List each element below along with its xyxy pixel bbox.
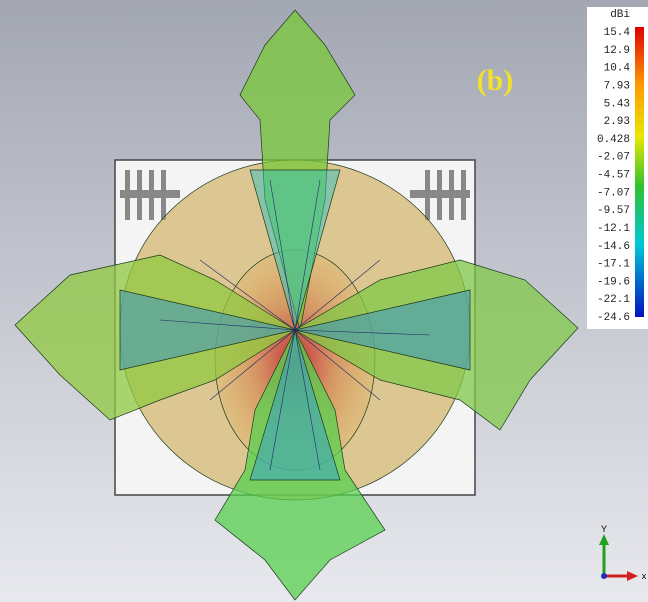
colorbar-tick-label: -2.07 bbox=[597, 152, 630, 164]
colorbar-tick-label: -12.1 bbox=[597, 223, 630, 235]
x-axis-label: x bbox=[642, 571, 647, 581]
colorbar-tick-label: -17.1 bbox=[597, 259, 630, 271]
colorbar-tick-label: -24.6 bbox=[597, 312, 630, 324]
colorbar-unit: dBi bbox=[610, 9, 630, 21]
colorbar-tick-label: 10.4 bbox=[604, 63, 631, 75]
colorbar-tick-label: -14.6 bbox=[597, 241, 630, 253]
colorbar-tick-label: 7.93 bbox=[604, 80, 630, 92]
colorbar-tick-label: 2.93 bbox=[604, 116, 630, 128]
colorbar-tick-label: -7.07 bbox=[597, 187, 630, 199]
panel-label: (b) bbox=[477, 64, 514, 97]
colorbar-tick-label: -22.1 bbox=[597, 294, 630, 306]
z-axis-dot bbox=[601, 573, 607, 579]
colorbar-tick-label: 12.9 bbox=[604, 45, 630, 57]
colorbar-tick-label: -9.57 bbox=[597, 205, 630, 217]
colorbar-tick-label: -19.6 bbox=[597, 276, 630, 288]
viewport: (b) dBi 15.4 12.9 10.4 7.93 5.43 2.93 0.428 -2.… bbox=[0, 0, 648, 602]
colorbar-tick-label: 15.4 bbox=[604, 27, 631, 39]
colorbar-tick-label: -4.57 bbox=[597, 170, 630, 182]
colorbar-tick-label: 5.43 bbox=[604, 98, 630, 110]
y-axis-label: Y bbox=[601, 524, 607, 534]
colorbar-scale bbox=[635, 27, 644, 317]
colorbar-tick-label: 0.428 bbox=[597, 134, 630, 146]
colorbar: dBi 15.4 12.9 10.4 7.93 5.43 2.93 0.428 -2.07 -4… bbox=[587, 7, 648, 329]
